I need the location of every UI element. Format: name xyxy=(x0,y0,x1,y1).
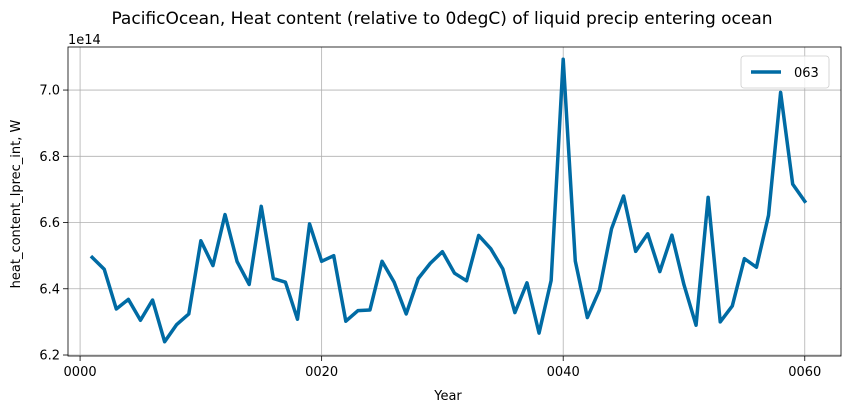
y-tick-label: 6.6 xyxy=(39,216,60,231)
y-tick-label: 7.0 xyxy=(39,84,60,99)
legend-label: 063 xyxy=(794,66,819,81)
y-axis-label: heat_content_lprec_int, W xyxy=(9,120,24,289)
y-offset-label: 1e14 xyxy=(68,33,101,48)
x-tick-label: 0040 xyxy=(547,365,580,380)
x-axis-label: Year xyxy=(433,389,462,404)
legend: 063 xyxy=(740,55,830,89)
y-gridlines xyxy=(68,89,841,356)
x-tick-label: 0060 xyxy=(788,365,821,380)
legend-box xyxy=(740,55,830,89)
x-ticks: 0000 0020 0040 0060 xyxy=(64,356,821,380)
y-ticks: 6.2 6.4 6.6 6.8 7.0 xyxy=(39,84,68,364)
series-line-063 xyxy=(89,57,808,344)
x-tick-label: 0000 xyxy=(64,365,97,380)
plot-frame xyxy=(67,46,842,357)
y-tick-label: 6.4 xyxy=(39,282,60,297)
chart-title: PacificOcean, Heat content (relative to … xyxy=(111,9,772,29)
y-tick-label: 6.2 xyxy=(39,349,60,364)
y-tick-label: 6.8 xyxy=(39,150,60,165)
series-layer xyxy=(89,57,808,344)
x-tick-label: 0020 xyxy=(305,365,338,380)
